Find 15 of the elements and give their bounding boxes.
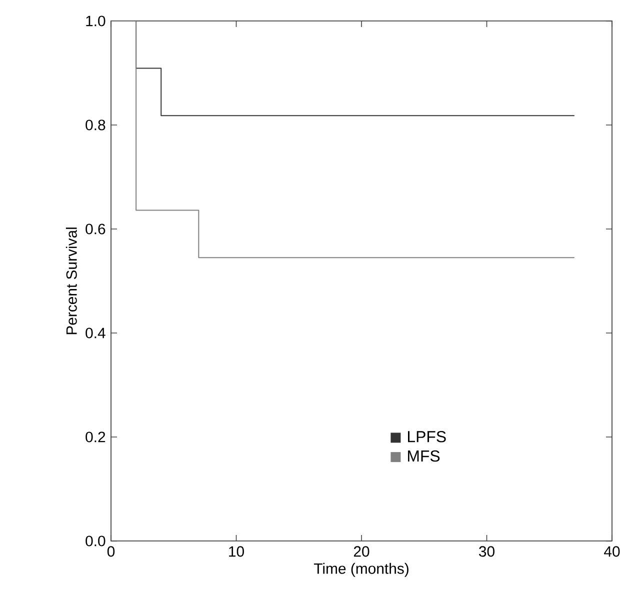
legend-label: LPFS xyxy=(408,431,446,442)
y-axis-title: Percent Survival xyxy=(66,228,77,334)
y-tick-label: 0.8 xyxy=(86,120,106,130)
x-axis-title: Time (months) xyxy=(314,562,408,577)
x-tick-label: 0 xyxy=(107,546,115,557)
legend-label: MFS xyxy=(408,450,440,462)
y-tick-label: 0.6 xyxy=(86,224,106,234)
y-tick-label: 0.0 xyxy=(86,536,106,546)
x-tick-label: 30 xyxy=(479,546,494,557)
x-tick-label: 10 xyxy=(229,546,244,557)
y-tick-label: 0.4 xyxy=(86,328,106,338)
y-tick-label: 1.0 xyxy=(86,16,106,26)
x-tick-label: 20 xyxy=(354,546,370,557)
x-tick-label: 40 xyxy=(604,546,620,557)
y-tick-label: 0.2 xyxy=(86,432,106,442)
